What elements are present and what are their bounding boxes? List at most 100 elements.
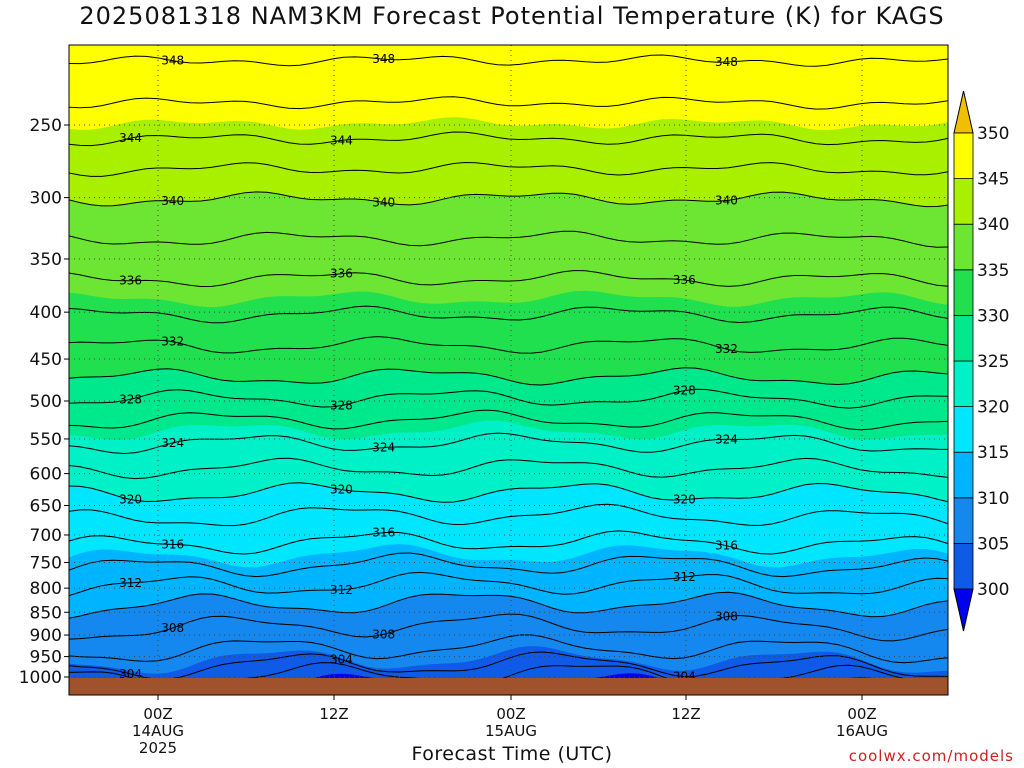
contour-line	[69, 432, 948, 455]
colorbar-arrow-top	[953, 90, 974, 134]
contour-label: 336	[673, 273, 696, 287]
x-tick-label: 2025	[139, 739, 177, 757]
y-tick-label: 800	[30, 579, 62, 599]
contour-line	[69, 161, 948, 177]
contour-line	[69, 591, 948, 619]
contour-label: 348	[372, 52, 395, 66]
contour-label: 328	[330, 399, 353, 413]
y-tick-label: 850	[30, 603, 62, 623]
colorbar-swatch	[953, 314, 974, 362]
y-tick-label: 350	[30, 250, 62, 270]
y-tick-label: 1000	[19, 668, 62, 688]
contour-label: 316	[715, 539, 738, 553]
band-fill	[69, 5, 948, 23]
contour-label: 344	[330, 133, 353, 147]
contour-label: 316	[161, 537, 184, 551]
colorbar-tick-label: 325	[977, 352, 1009, 372]
contour-label: 304	[119, 667, 142, 681]
y-tick-label: 400	[30, 303, 62, 323]
contour-line	[69, 571, 948, 597]
contour-line	[69, 336, 948, 354]
contour-label: 324	[372, 441, 395, 455]
contour-label: 328	[673, 384, 696, 398]
contour-line	[69, 409, 948, 431]
contour-line	[69, 131, 948, 147]
contour-line	[69, 96, 948, 110]
contour-label: 312	[330, 583, 353, 597]
colorbar-tick-label: 335	[977, 261, 1009, 281]
colorbar-tick-label: 350	[977, 124, 1009, 144]
x-tick-label: 12Z	[319, 705, 348, 723]
plot-frame	[68, 44, 949, 696]
chart-title: 2025081318 NAM3KM Forecast Potential Tem…	[79, 2, 945, 30]
colorbar-swatch	[953, 543, 974, 590]
y-tick-label: 650	[30, 496, 62, 516]
colorbar-tick-label: 340	[977, 215, 1009, 235]
contour-line	[69, 651, 948, 678]
contour-label: 320	[119, 493, 142, 507]
contour-line	[69, 305, 948, 324]
contour-label: 324	[161, 436, 184, 450]
contour-label: 328	[119, 392, 142, 406]
colorbar-tick-label: 320	[977, 398, 1009, 418]
contour-label: 320	[673, 493, 696, 507]
contour-line	[69, 613, 948, 642]
y-tick-label: 500	[30, 392, 62, 412]
colorbar: 300 305 310 315 320 325 330 335 340 345 350	[953, 90, 1009, 632]
contour-line	[69, 54, 948, 67]
colorbar-tick-label: 305	[977, 534, 1009, 554]
contour-line	[69, 388, 948, 409]
y-tick-label: 750	[30, 553, 62, 573]
x-tick-label: 12Z	[671, 705, 700, 723]
colorbar-tick-label: 345	[977, 170, 1009, 190]
contour-line	[69, 367, 948, 386]
colorbar-swatch	[953, 178, 974, 225]
colorbar-swatch	[953, 360, 974, 407]
colorbar-tick-label: 315	[977, 443, 1009, 463]
grid	[69, 45, 948, 678]
x-tick-label: 00Z	[496, 705, 525, 723]
x-axis-label: Forecast Time (UTC)	[411, 743, 613, 765]
y-tick-label: 550	[30, 430, 62, 450]
contour-line	[69, 552, 948, 578]
contour-line	[69, 269, 948, 288]
colorbar-swatch	[953, 406, 974, 453]
colorbar-tick-label: 310	[977, 489, 1009, 509]
contour-label: 308	[715, 610, 738, 624]
credit-text: coolwx.com/models	[848, 747, 1014, 765]
contour-label: 336	[330, 267, 353, 281]
contour-line	[69, 530, 948, 555]
x-tick-label: 14AUG	[132, 722, 184, 740]
contour-line	[69, 503, 948, 527]
band-fill	[69, 45, 948, 131]
contour-line	[69, 482, 948, 503]
contour-label: 340	[715, 194, 738, 208]
contour-label: 340	[372, 195, 395, 209]
x-tick-label: 00Z	[847, 705, 876, 723]
terrain-bar	[69, 678, 948, 695]
contour-line	[69, 634, 948, 664]
contour-label: 324	[715, 432, 738, 446]
contour-line	[69, 230, 948, 248]
colorbar-swatch	[953, 451, 974, 499]
y-tick-label: 450	[30, 350, 62, 370]
colorbar-tick-label: 330	[977, 306, 1009, 326]
y-tick-label: 250	[30, 116, 62, 136]
contour-label: 336	[119, 274, 142, 288]
contour-label: 308	[372, 627, 395, 641]
contour-label: 320	[330, 483, 353, 497]
contour-label: 332	[161, 335, 184, 349]
contour-label: 332	[715, 342, 738, 356]
contour-label: 304	[330, 653, 353, 667]
y-tick-label: 300	[30, 189, 62, 209]
y-tick-label: 900	[30, 626, 62, 646]
contour-line	[69, 662, 905, 678]
contour-line	[69, 457, 948, 480]
contour-label: 312	[673, 570, 696, 584]
contour-line	[69, 191, 948, 208]
colorbar-swatch	[953, 269, 974, 316]
y-tick-label: 700	[30, 526, 62, 546]
contour-label: 312	[119, 576, 142, 590]
colorbar-swatch	[953, 497, 974, 544]
